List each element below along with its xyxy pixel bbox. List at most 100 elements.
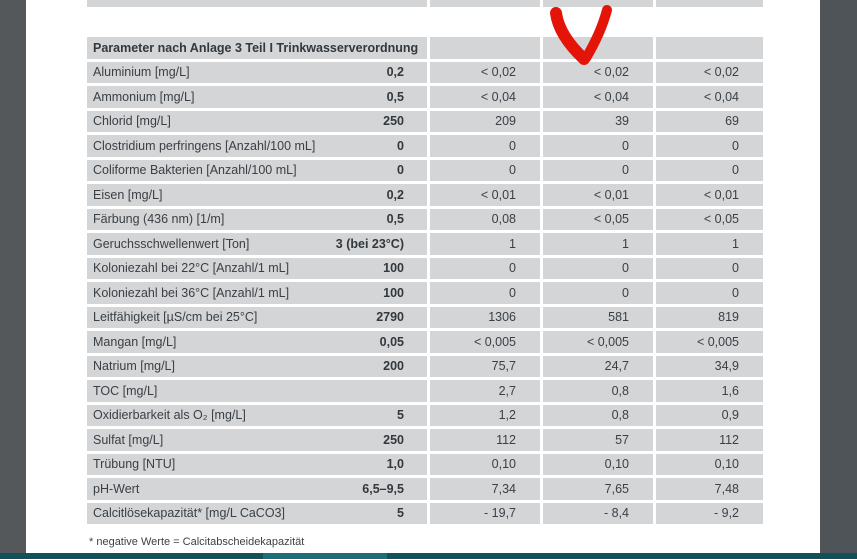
measured-value: < 0,02 (430, 61, 540, 83)
measured-value: < 0,005 (656, 331, 763, 353)
measured-value: - 19,7 (430, 502, 540, 524)
parameter-table: Parameter nach Anlage 3 Teil I Trinkwass… (87, 37, 763, 524)
limit-value: 0 (397, 163, 404, 177)
param-label: Mangan [mg/L] (93, 334, 177, 349)
measured-value: 0,10 (430, 453, 540, 475)
measured-value: 0 (543, 135, 653, 157)
remnant-cell (430, 0, 540, 7)
table-row: Koloniezahl bei 22°C [Anzahl/1 mL] 100 (87, 257, 427, 279)
limit-value: 200 (383, 359, 404, 373)
param-label: Chlorid [mg/L] (93, 114, 171, 128)
table-row: Coliforme Bakterien [Anzahl/100 mL] 0 (87, 159, 427, 181)
measured-value: 0 (430, 257, 540, 279)
limit-value: 0 (397, 138, 404, 153)
header-cell-empty (543, 37, 653, 59)
param-label: Leitfähigkeit [µS/cm bei 25°C] (93, 310, 258, 324)
param-label: Trübung [NTU] (93, 457, 176, 471)
measured-value: 0 (430, 135, 540, 157)
measured-value: 39 (543, 110, 653, 132)
table-row: Sulfat [mg/L] 250 (87, 429, 427, 451)
measured-value: 0,8 (543, 380, 653, 402)
measured-value: 0 (543, 159, 653, 181)
table-row: Calcitlösekapazität* [mg/L CaCO3] 5 (87, 502, 427, 524)
limit-value: 100 (383, 261, 404, 275)
measured-value: < 0,04 (430, 86, 540, 108)
measured-value: 209 (430, 110, 540, 132)
measured-value: 2,7 (430, 380, 540, 402)
table-row: Geruchsschwellenwert [Ton] 3 (bei 23°C) (87, 233, 427, 255)
measured-value: 0 (656, 257, 763, 279)
measured-value: 1 (430, 233, 540, 255)
table-row: Ammonium [mg/L] 0,5 (87, 86, 427, 108)
footnote: * negative Werte = Calcitabscheidekapazi… (89, 536, 305, 548)
measured-value: < 0,04 (543, 86, 653, 108)
limit-value: 0,5 (386, 212, 404, 226)
measured-value: < 0,02 (543, 61, 653, 83)
table-row: Mangan [mg/L] 0,05 (87, 331, 427, 353)
header-cell-empty (430, 37, 540, 59)
table-row: Aluminium [mg/L] 0,2 (87, 61, 427, 83)
measured-value: 7,48 (656, 478, 763, 500)
limit-value: 0,05 (379, 334, 404, 349)
measured-value: 0 (430, 159, 540, 181)
param-label: Oxidierbarkeit als O₂ [mg/L] (93, 408, 246, 422)
measured-value: < 0,02 (656, 61, 763, 83)
measured-value: 112 (430, 429, 540, 451)
measured-value: 1306 (430, 306, 540, 328)
measured-value: 0 (656, 135, 763, 157)
measured-value: < 0,005 (543, 331, 653, 353)
param-label: Ammonium [mg/L] (93, 89, 195, 104)
limit-value: 250 (383, 114, 404, 128)
measured-value: < 0,01 (543, 184, 653, 206)
measured-value: 7,34 (430, 478, 540, 500)
measured-value: < 0,01 (656, 184, 763, 206)
viewer-background-right (820, 0, 857, 553)
scrollbar-horizontal[interactable] (0, 553, 857, 559)
param-label: Sulfat [mg/L] (93, 432, 164, 447)
scrollbar-thumb[interactable] (263, 553, 387, 559)
measured-value: 0 (656, 282, 763, 304)
param-label: TOC [mg/L] (93, 383, 158, 398)
remnant-cell (656, 0, 763, 7)
measured-value: - 8,4 (543, 502, 653, 524)
limit-value: 3 (bei 23°C) (335, 236, 404, 251)
measured-value: 24,7 (543, 355, 653, 377)
remnant-cell (543, 0, 653, 7)
measured-value: 1,2 (430, 404, 540, 426)
measured-value: < 0,05 (543, 208, 653, 230)
remnant-cell (87, 0, 427, 7)
measured-value: 1,6 (656, 380, 763, 402)
param-label: Calcitlösekapazität* [mg/L CaCO3] (93, 506, 285, 520)
measured-value: < 0,04 (656, 86, 763, 108)
measured-value: 0,8 (543, 404, 653, 426)
measured-value: 581 (543, 306, 653, 328)
table-row: Leitfähigkeit [µS/cm bei 25°C] 2790 (87, 306, 427, 328)
param-label: pH-Wert (93, 481, 140, 496)
measured-value: < 0,01 (430, 184, 540, 206)
measured-value: 0,10 (656, 453, 763, 475)
measured-value: 34,9 (656, 355, 763, 377)
limit-value: 0,5 (386, 89, 404, 104)
table-row: Eisen [mg/L] 0,2 (87, 184, 427, 206)
limit-value: 0,2 (386, 187, 404, 202)
limit-value: 5 (397, 408, 404, 422)
param-label: Aluminium [mg/L] (93, 65, 190, 79)
param-label: Clostridium perfringens [Anzahl/100 mL] (93, 138, 316, 153)
measured-value: 1 (543, 233, 653, 255)
limit-value: 6,5–9,5 (362, 481, 404, 496)
param-label: Coliforme Bakterien [Anzahl/100 mL] (93, 163, 297, 177)
table-header: Parameter nach Anlage 3 Teil I Trinkwass… (87, 37, 427, 59)
table-row: Oxidierbarkeit als O₂ [mg/L] 5 (87, 404, 427, 426)
table-row: TOC [mg/L] (87, 380, 427, 402)
limit-value: 0,2 (386, 65, 404, 79)
measured-value: 1 (656, 233, 763, 255)
measured-value: 0 (430, 282, 540, 304)
measured-value: < 0,05 (656, 208, 763, 230)
viewer-background-left (0, 0, 26, 553)
measured-value: 75,7 (430, 355, 540, 377)
table-row: Natrium [mg/L] 200 (87, 355, 427, 377)
measured-value: 0 (656, 159, 763, 181)
table-row: Clostridium perfringens [Anzahl/100 mL] 0 (87, 135, 427, 157)
measured-value: 69 (656, 110, 763, 132)
param-label: Natrium [mg/L] (93, 359, 175, 373)
